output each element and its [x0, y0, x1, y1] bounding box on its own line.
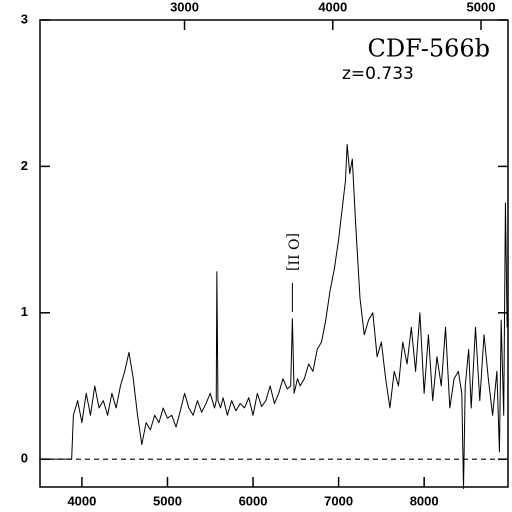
y-tick-label: 2: [21, 158, 28, 173]
y-tick-label: 0: [21, 451, 28, 466]
x-tick-label: 6000: [239, 493, 268, 508]
plot-frame: [39, 19, 509, 488]
x2-tick-label: 5000: [467, 0, 496, 14]
spectrum-line: [39, 143, 508, 489]
x2-tick-label: 4000: [318, 0, 347, 14]
y-tick-label: 1: [21, 304, 28, 319]
chart-title: CDF-566b: [368, 35, 490, 63]
chart-subtitle: z=0.733: [342, 64, 414, 84]
x-tick-label: 8000: [410, 493, 439, 508]
x-tick-label: 5000: [153, 493, 182, 508]
x-tick-label: 4000: [67, 493, 96, 508]
y-tick-label: 3: [21, 11, 28, 26]
x-tick-label: 7000: [324, 493, 353, 508]
annotation-label: [O II]: [284, 233, 300, 271]
x2-tick-label: 3000: [170, 0, 199, 14]
